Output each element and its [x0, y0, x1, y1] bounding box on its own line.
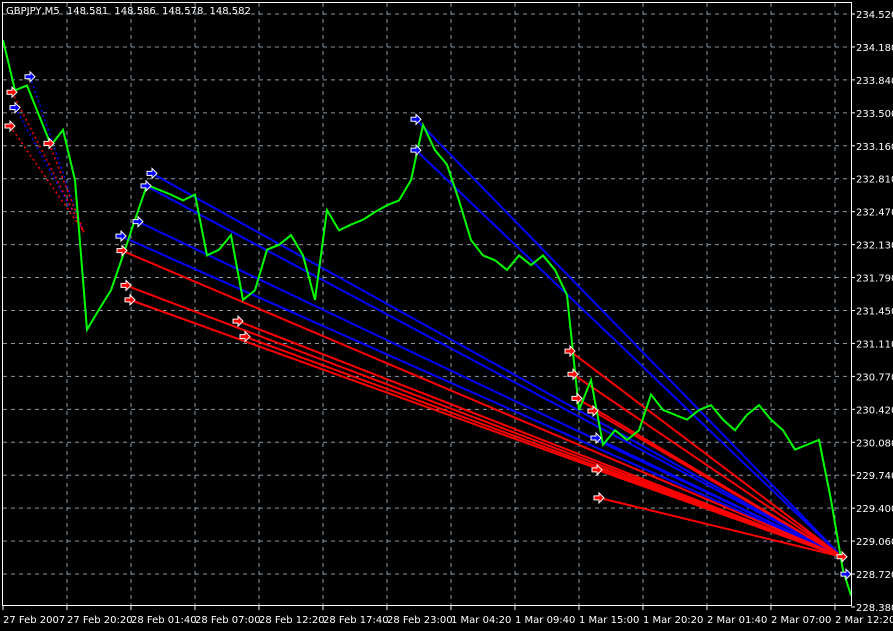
y-tick-label: 229.400: [856, 504, 893, 515]
open-price: 148.581: [67, 6, 108, 17]
symbol-label: GBPJPY,M5: [6, 6, 60, 17]
x-tick-label: 1 Mar 20:20: [643, 615, 703, 626]
y-tick-label: 233.500: [856, 109, 893, 120]
y-tick-label: 230.420: [856, 405, 893, 416]
x-tick-label: 2 Mar 01:40: [707, 615, 767, 626]
x-tick-label: 2 Mar 12:20: [835, 615, 893, 626]
buy-trade-line: [151, 172, 843, 558]
x-tick-label: 27 Feb 20:20: [67, 615, 133, 626]
buy-entry-arrow-icon[interactable]: [590, 431, 602, 445]
price-axis[interactable]: 234.520 234.180 233.840 233.500 233.160 232.8…: [851, 10, 893, 614]
sell-trade-line: [572, 373, 843, 558]
sell-trade-line: [569, 350, 843, 558]
x-tick-label: 1 Mar 09:40: [515, 615, 575, 626]
sell-entry-arrow-icon[interactable]: [571, 392, 583, 405]
y-tick-label: 231.790: [856, 274, 893, 285]
symbol-header: GBPJPY,M5 148.581 148.586 148.578 148.58…: [6, 6, 251, 17]
buy-trade-line: [415, 149, 843, 558]
sell-entry-arrow-icon[interactable]: [239, 330, 251, 343]
sell-trade-line: [596, 468, 843, 558]
y-tick-label: 234.520: [856, 10, 893, 21]
y-tick-label: 232.470: [856, 208, 893, 219]
y-tick-label: 232.130: [856, 241, 893, 252]
y-tick-label: 229.740: [856, 471, 893, 482]
y-tick-label: 228.380: [856, 603, 893, 614]
sell-trade-line: [592, 410, 843, 558]
sell-entry-arrow-icon[interactable]: [564, 344, 576, 358]
trade-lines: [9, 76, 843, 558]
buy-entry-arrow-icon[interactable]: [410, 113, 422, 126]
sell-trade-line: [11, 91, 85, 233]
y-tick-label: 230.770: [856, 372, 893, 383]
sell-entry-arrow-icon[interactable]: [567, 368, 579, 381]
y-tick-label: 231.110: [856, 339, 893, 350]
sell-trade-line: [9, 125, 85, 233]
x-tick-label: 28 Feb 01:40: [131, 615, 197, 626]
x-tick-label: 2 Mar 07:00: [771, 615, 831, 626]
exit-arrow-icon[interactable]: [840, 567, 852, 581]
buy-entry-arrow-icon[interactable]: [410, 143, 422, 157]
sell-trade-line: [121, 249, 843, 558]
low-price: 148.578: [162, 6, 203, 17]
buy-trade-line: [415, 118, 843, 558]
x-tick-label: 1 Mar 15:00: [579, 615, 639, 626]
plot-frame: [2, 2, 852, 606]
high-price: 148.586: [114, 6, 155, 17]
exit-arrow-icon[interactable]: [836, 550, 848, 563]
y-tick-label: 231.450: [856, 307, 893, 318]
price-series-line: [2, 39, 852, 596]
sell-entry-arrow-icon[interactable]: [43, 137, 55, 150]
sell-entry-arrow-icon[interactable]: [587, 404, 599, 418]
sell-entry-arrow-icon[interactable]: [593, 491, 605, 505]
buy-entry-arrow-icon[interactable]: [9, 101, 21, 114]
y-tick-label: 233.160: [856, 142, 893, 153]
sell-trade-line: [48, 143, 85, 233]
y-tick-label: 228.720: [856, 570, 893, 581]
buy-trade-line: [29, 76, 83, 229]
buy-entry-arrow-icon[interactable]: [115, 229, 127, 243]
x-tick-label: 27 Feb 2007: [3, 615, 65, 626]
buy-entry-arrow-icon[interactable]: [146, 167, 158, 180]
x-tick-label: 28 Feb 23:00: [387, 615, 453, 626]
y-tick-label: 230.080: [856, 438, 893, 449]
sell-entry-arrow-icon[interactable]: [232, 314, 244, 328]
sell-entry-arrow-icon[interactable]: [120, 279, 132, 292]
sell-trade-line: [125, 284, 843, 558]
y-tick-label: 229.060: [856, 537, 893, 548]
sell-trade-line: [598, 496, 843, 558]
buy-trade-line: [595, 437, 843, 558]
y-tick-label: 233.840: [856, 76, 893, 87]
x-tick-label: 1 Mar 04:20: [451, 615, 511, 626]
buy-entry-arrow-icon[interactable]: [140, 179, 152, 193]
x-tick-label: 28 Feb 12:20: [259, 615, 325, 626]
buy-entry-arrow-icon[interactable]: [132, 215, 144, 228]
y-tick-label: 234.180: [856, 43, 893, 54]
sell-entry-arrow-icon[interactable]: [6, 86, 18, 99]
buy-entry-arrow-icon[interactable]: [24, 70, 36, 83]
sell-trade-line: [237, 320, 843, 558]
y-tick-label: 232.810: [856, 175, 893, 186]
trade-markers: [4, 70, 852, 581]
x-tick-label: 28 Feb 07:00: [195, 615, 261, 626]
sell-entry-arrow-icon[interactable]: [591, 463, 603, 477]
sell-trade-line: [244, 335, 843, 558]
sell-entry-arrow-icon[interactable]: [116, 244, 128, 257]
sell-entry-arrow-icon[interactable]: [124, 293, 136, 307]
buy-trade-line: [145, 185, 843, 558]
sell-entry-arrow-icon[interactable]: [4, 119, 16, 133]
x-tick-label: 28 Feb 17:40: [323, 615, 389, 626]
close-price: 148.582: [210, 6, 251, 17]
